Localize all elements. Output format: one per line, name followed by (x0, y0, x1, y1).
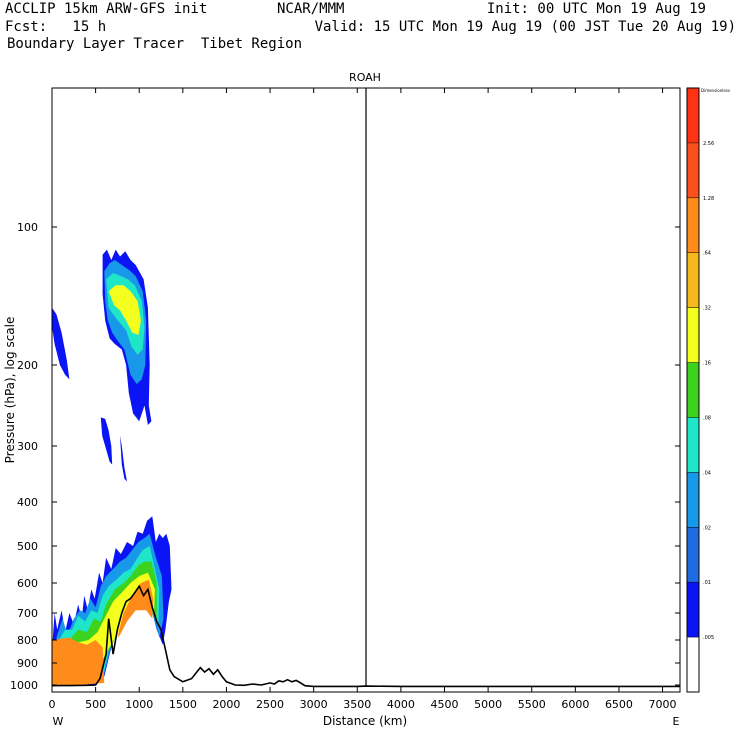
x-tick-label: 5000 (474, 698, 502, 711)
chart-title: ROAH (349, 71, 381, 84)
y-tick-label: 200 (17, 359, 38, 372)
header-line3-left: Boundary Layer Tracer Tibet Region (7, 36, 303, 52)
y-tick-label: 600 (17, 577, 38, 590)
x-tick-label: 2000 (212, 698, 240, 711)
y-tick-label: 100 (17, 221, 38, 234)
colorbar-level-label: .04 (703, 470, 711, 476)
x-tick-label: 3500 (343, 698, 371, 711)
x-tick-label: 4000 (387, 698, 415, 711)
colorbar-level-label: 1.28 (703, 196, 714, 202)
y-axis-title: Pressure (hPa), log scale (3, 317, 17, 464)
header-line2-left: Fcst: 15 h (5, 19, 107, 35)
tracer-region-13 (120, 435, 127, 482)
y-tick-label: 500 (17, 540, 38, 553)
x-tick-label: 4500 (431, 698, 459, 711)
tracer-region-12 (100, 417, 113, 465)
colorbar-level-label: .08 (703, 415, 711, 421)
plot-frame (51, 87, 681, 693)
colorbar-box (687, 527, 699, 583)
x-tick-label: 1000 (125, 698, 153, 711)
x-tick-label: 5500 (518, 698, 546, 711)
colorbar-frame (686, 87, 700, 693)
colorbar-level-label: .32 (703, 306, 711, 312)
colorbar-level-label: .01 (703, 580, 711, 586)
tracer-region-5 (52, 637, 105, 686)
y-tick-label: 900 (17, 657, 38, 670)
colorbar-box (687, 307, 699, 363)
y-tick-label: 400 (17, 496, 38, 509)
colorbar-units-label: Dimensionless (701, 88, 730, 93)
colorbar-box (687, 472, 699, 528)
colorbar-box (687, 142, 699, 198)
colorbar-level-label: .64 (703, 251, 711, 257)
y-tick-label: 1000 (10, 679, 38, 692)
colorbar-level-label: 2.56 (703, 141, 714, 147)
x-tick-label: 500 (85, 698, 106, 711)
colorbar-box (687, 582, 699, 638)
x-tick-label: 3000 (300, 698, 328, 711)
x-tick-label: 1500 (169, 698, 197, 711)
x-tick-label: 2500 (256, 698, 284, 711)
colorbar-box (687, 417, 699, 473)
colorbar-box (687, 252, 699, 308)
y-axis: 100 200 300 400 500 600 700 800 900 1000 (10, 221, 680, 692)
x-axis-west-label: W (53, 715, 64, 728)
tracer-region-11 (52, 307, 70, 380)
x-tick-label: 0 (49, 698, 56, 711)
colorbar-box (687, 88, 699, 143)
colorbar-box (687, 362, 699, 418)
header-line1-left: ACCLIP 15km ARW-GFS init (5, 1, 208, 17)
colorbar: .005 .01 .02 .04 .08 .16 .32 .64 1.28 2.56 (686, 87, 714, 693)
colorbar-level-label: .02 (703, 525, 711, 531)
x-axis-title: Distance (km) (323, 714, 407, 728)
y-tick-label: 300 (17, 440, 38, 453)
x-tick-label: 7000 (649, 698, 677, 711)
colorbar-box (687, 637, 699, 692)
header-line2-right: Valid: 15 UTC Mon 19 Aug 19 (00 JST Tue … (314, 19, 736, 35)
y-tick-label: 700 (17, 607, 38, 620)
colorbar-level-label: .16 (703, 361, 711, 367)
tracer-region-10 (108, 285, 141, 335)
tracer-fill-layer (52, 249, 172, 686)
x-axis-east-label: E (673, 715, 680, 728)
header-line1-right: Init: 00 UTC Mon 19 Aug 19 (486, 1, 706, 17)
x-axis: 0 500 1000 1500 2000 2500 3000 3500 4000 4500 5000… (49, 88, 677, 711)
colorbar-level-label: .005 (703, 635, 714, 641)
header-line1-center: NCAR/MMM (277, 1, 345, 17)
y-tick-label: 800 (17, 634, 38, 647)
colorbar-box (687, 197, 699, 253)
x-tick-label: 6000 (561, 698, 589, 711)
x-tick-label: 6500 (605, 698, 633, 711)
terrain-line (51, 584, 680, 688)
